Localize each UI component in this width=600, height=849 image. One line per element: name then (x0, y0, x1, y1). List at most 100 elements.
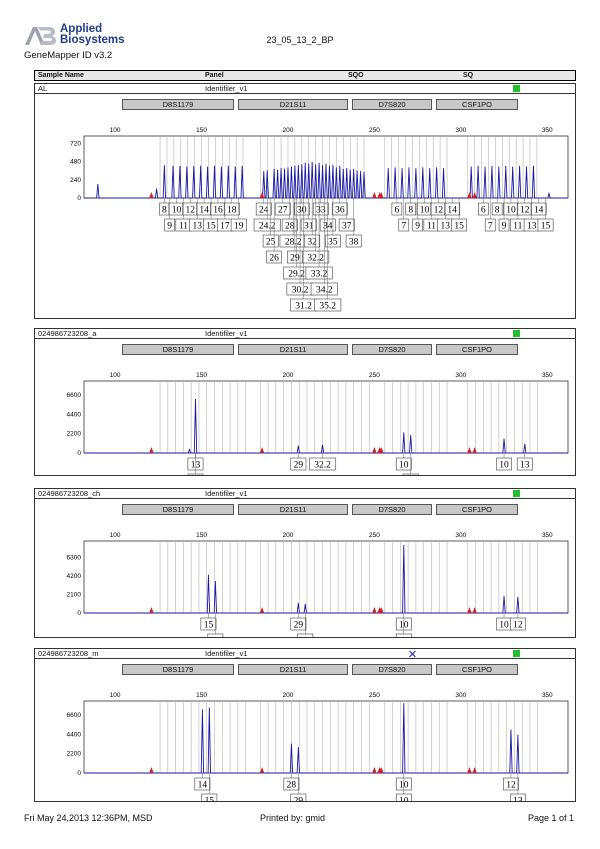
marker-label[interactable]: CSF1PO (436, 504, 518, 515)
peak-point (510, 729, 512, 731)
marker-label[interactable]: D8S1179 (122, 664, 234, 675)
marker-label[interactable]: D8S1179 (122, 344, 234, 355)
allele-call-label: 9 (502, 222, 507, 232)
footer-page-number: Page 1 of 1 (528, 813, 575, 823)
marker-label[interactable]: CSF1PO (436, 664, 518, 675)
marker-label[interactable]: D21S11 (238, 664, 348, 675)
x-tick-label: 200 (283, 532, 294, 539)
allele-call-label: 28 (287, 781, 297, 791)
y-tick-label: 6600 (67, 392, 82, 399)
peak-point (363, 171, 365, 173)
marker-label[interactable]: D7S820 (352, 664, 432, 675)
marker-label[interactable]: D8S1179 (122, 99, 234, 110)
peak-point (328, 165, 330, 167)
marker-label[interactable]: D21S11 (238, 504, 348, 515)
allele-call-box (516, 457, 533, 471)
allele-call-label: 8 (162, 206, 167, 216)
peak-point (297, 602, 299, 604)
panel-name: Identifiler_v1 (205, 84, 248, 93)
software-version: GeneMapper ID v3.2 (24, 50, 113, 61)
allele-call-box (281, 218, 298, 232)
peak-point (477, 165, 479, 167)
peak-point (332, 164, 334, 166)
marker-label[interactable]: D7S820 (352, 344, 432, 355)
sample-name: 024986723208_ch (38, 489, 101, 498)
size-standard-peak (259, 447, 265, 453)
sample-info-row: 024986723208_m Identifiler_v1 (35, 649, 575, 659)
peak-point (172, 165, 174, 167)
x-tick-label: 200 (283, 372, 294, 379)
marker-label[interactable]: D21S11 (238, 344, 348, 355)
allele-call-box (309, 457, 337, 471)
plot-area (83, 700, 569, 774)
allele-call-label: 25 (266, 238, 276, 248)
size-standard-peak (149, 447, 154, 453)
y-tick-label: 0 (77, 610, 81, 617)
allele-call-label: 10 (499, 461, 509, 471)
y-tick-label: 2200 (67, 751, 82, 758)
peak-point (304, 603, 306, 605)
marker-label[interactable]: D7S820 (352, 504, 432, 515)
x-tick-label: 100 (110, 532, 121, 539)
marker-label[interactable]: D21S11 (238, 99, 348, 110)
allele-call-box (402, 473, 419, 475)
marker-label[interactable]: D8S1179 (122, 504, 234, 515)
peak-point (356, 170, 358, 172)
peak-point (241, 165, 243, 167)
peak-point (273, 168, 275, 170)
peak-point (290, 743, 292, 745)
allele-call-label: 10 (420, 206, 430, 216)
sample-panel: 024986723208_m Identifiler_v1 D8S1179 D21S1… (34, 648, 576, 802)
panel-name: Identifiler_v1 (205, 329, 248, 338)
peak-point (436, 167, 438, 169)
size-standard-peak (467, 607, 472, 613)
allele-call-box (253, 218, 281, 232)
allele-call-box (314, 298, 342, 312)
y-tick-label: 0 (77, 770, 81, 777)
quality-ok-icon (513, 330, 520, 337)
marker-label[interactable]: CSF1PO (436, 344, 518, 355)
y-tick-label: 0 (77, 450, 81, 457)
sample-name-header: Sample Name (38, 72, 84, 79)
allele-call-label: 10 (499, 621, 509, 631)
peak-point (470, 166, 472, 168)
electropherogram-chart: 100 150 200 250 300 350 0 2200 4400 6600 14 28 10 12 1… (67, 650, 569, 801)
electropherogram-chart: 100 150 200 250 300 350 0 2100 4200 6300 15 29 10 10 1… (67, 532, 569, 637)
peak-point (227, 165, 229, 167)
peak-point (443, 168, 445, 170)
sample-info-row: AL Identifiler_v1 (35, 84, 575, 94)
allele-call-label: 15 (541, 222, 551, 232)
sample-name: 024986723208_a (38, 329, 97, 338)
document-title: 23_05_13_2_BP (266, 35, 334, 45)
allele-call-box (312, 202, 329, 216)
allele-call-label: 32.2 (314, 461, 331, 471)
size-standard-peak (372, 607, 377, 613)
footer-date: Fri May 24,2013 12:36PM, MSD (24, 813, 153, 823)
allele-call-box (325, 234, 341, 248)
y-tick-label: 6600 (67, 712, 82, 719)
marker-label[interactable]: D7S820 (352, 99, 432, 110)
allele-call-box (255, 202, 272, 216)
peak-point (163, 164, 165, 166)
allele-call-box (412, 218, 423, 232)
peak-point (503, 595, 505, 597)
peak-point (512, 166, 514, 168)
x-tick-label: 200 (283, 127, 294, 134)
peak-point (297, 747, 299, 749)
peak-point (294, 165, 296, 167)
peak-point (277, 169, 279, 171)
sample-info-row: 024986723208_ch Identifiler_v1 (35, 489, 575, 499)
peak-point (335, 167, 337, 169)
allele-call-box (395, 457, 412, 471)
peak-point (304, 162, 306, 164)
marker-label[interactable]: CSF1PO (436, 99, 518, 110)
sqo-header: SQO (348, 72, 364, 79)
y-tick-label: 0 (77, 195, 81, 202)
size-standard-peak (379, 447, 384, 453)
allele-call-label: 27 (278, 206, 288, 216)
x-tick-label: 250 (369, 372, 380, 379)
peak-point (339, 165, 341, 167)
peak-point (532, 165, 534, 167)
